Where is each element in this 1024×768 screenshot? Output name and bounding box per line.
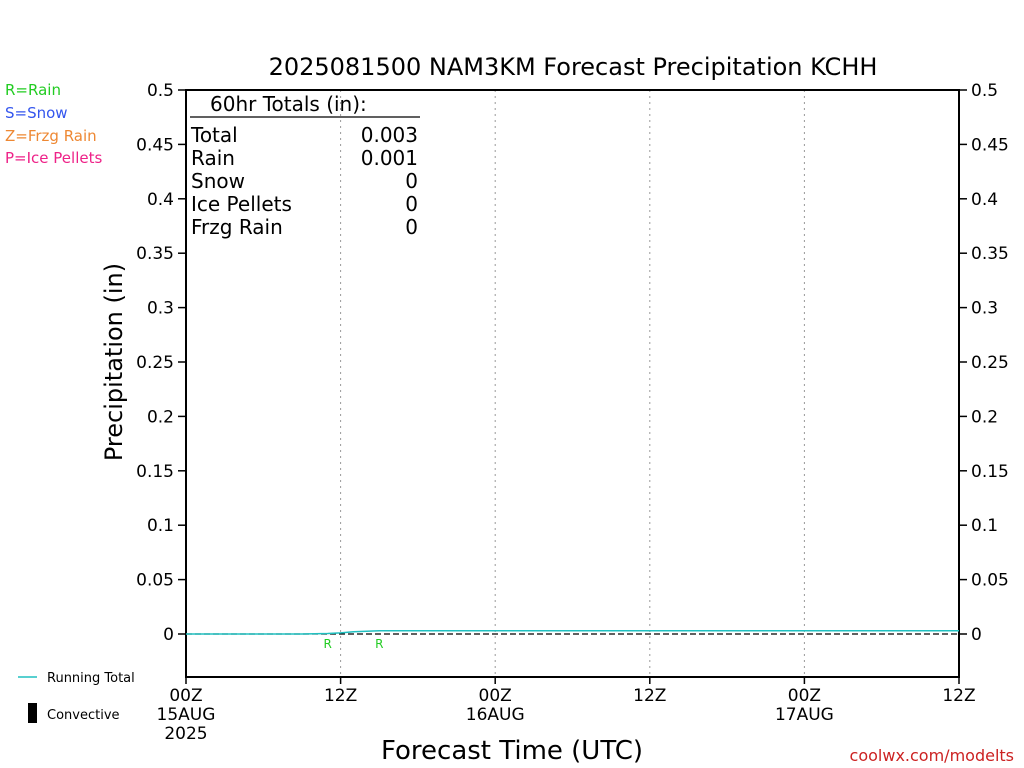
totals-label-rain: Rain xyxy=(191,146,235,170)
y-tick-label-left: 0.2 xyxy=(147,407,174,427)
y-tick-label-right: 0.35 xyxy=(971,244,1009,264)
precip-type-legend: R=Rain S=Snow Z=Frzg Rain P=Ice Pellets xyxy=(5,81,102,167)
running-total-legend-label: Running Total xyxy=(47,671,135,686)
y-tick-label-left: 0.05 xyxy=(136,571,174,591)
precip-type-marker: R xyxy=(375,637,383,651)
x-tick-label: 12Z xyxy=(633,686,666,706)
totals-header: 60hr Totals (in): xyxy=(210,92,367,116)
y-axis-right: 0 0.05 0.1 0.15 0.2 0.25 0.3 0.35 0.4 0.45 0.5 xyxy=(959,81,1009,645)
running-total-line xyxy=(186,629,959,635)
y-tick-label-left: 0.15 xyxy=(136,462,174,482)
totals-label-total: Total xyxy=(190,123,238,147)
y-tick-label-left: 0.4 xyxy=(147,190,174,210)
precip-type-marker: R xyxy=(324,637,332,651)
y-tick-label-right: 0.45 xyxy=(971,135,1009,155)
legend-rain: R=Rain xyxy=(5,81,61,99)
totals-label-snow: Snow xyxy=(191,169,245,193)
y-tick-label-left: 0 xyxy=(163,625,174,645)
totals-label-ice-pellets: Ice Pellets xyxy=(191,192,292,216)
x-axis-label: Forecast Time (UTC) xyxy=(381,736,643,766)
x-tick-label: 00Z xyxy=(169,686,202,706)
y-tick-label-right: 0.5 xyxy=(971,81,998,101)
plot-border xyxy=(185,89,960,678)
x-tick-label: 00Z xyxy=(788,686,821,706)
source-watermark: coolwx.com/modelts xyxy=(850,746,1014,765)
vertical-gridlines xyxy=(340,90,805,677)
legend-frzg-rain: Z=Frzg Rain xyxy=(5,127,97,145)
y-tick-label-right: 0.1 xyxy=(971,516,998,536)
y-axis-label: Precipitation (in) xyxy=(100,263,128,461)
y-tick-label-right: 0.3 xyxy=(971,299,998,319)
legend-snow: S=Snow xyxy=(5,104,68,122)
x-tick-date-label: 15AUG xyxy=(157,705,216,725)
x-tick-label: 12Z xyxy=(324,686,357,706)
x-tick-date-label: 16AUG xyxy=(466,705,525,725)
totals-box: 60hr Totals (in): Total 0.003 Rain 0.001… xyxy=(190,92,420,239)
totals-label-frzg-rain: Frzg Rain xyxy=(191,215,283,239)
y-tick-label-right: 0.2 xyxy=(971,407,998,427)
y-tick-label-left: 0.5 xyxy=(147,81,174,101)
series-layer xyxy=(186,629,959,635)
y-tick-label-left: 0.35 xyxy=(136,244,174,264)
y-tick-label-left: 0.45 xyxy=(136,135,174,155)
legend-ice-pellets: P=Ice Pellets xyxy=(5,149,102,167)
totals-value-ice-pellets: 0 xyxy=(405,192,418,216)
y-tick-label-right: 0 xyxy=(971,625,982,645)
totals-value-frzg-rain: 0 xyxy=(405,215,418,239)
totals-value-total: 0.003 xyxy=(361,123,418,147)
x-tick-label: 00Z xyxy=(479,686,512,706)
plot-frame xyxy=(185,89,960,678)
x-tick-label: 12Z xyxy=(942,686,975,706)
y-tick-label-left: 0.25 xyxy=(136,353,174,373)
y-tick-label-right: 0.15 xyxy=(971,462,1009,482)
y-tick-label-left: 0.1 xyxy=(147,516,174,536)
x-tick-date-label: 17AUG xyxy=(775,705,834,725)
y-tick-label-right: 0.05 xyxy=(971,571,1009,591)
totals-value-snow: 0 xyxy=(405,169,418,193)
y-axis-left: 0 0.05 0.1 0.15 0.2 0.25 0.3 0.35 0.4 0.45 0.5 xyxy=(136,81,186,645)
totals-value-rain: 0.001 xyxy=(361,146,418,170)
y-tick-label-right: 0.4 xyxy=(971,190,998,210)
x-tick-year-label: 2025 xyxy=(164,724,207,744)
chart-title: 2025081500 NAM3KM Forecast Precipitation… xyxy=(269,53,878,81)
convective-legend-label: Convective xyxy=(47,708,120,723)
y-tick-label-left: 0.3 xyxy=(147,299,174,319)
convective-legend-swatch xyxy=(28,703,37,723)
series-legend: Running Total Convective xyxy=(18,671,135,723)
y-tick-label-right: 0.25 xyxy=(971,353,1009,373)
